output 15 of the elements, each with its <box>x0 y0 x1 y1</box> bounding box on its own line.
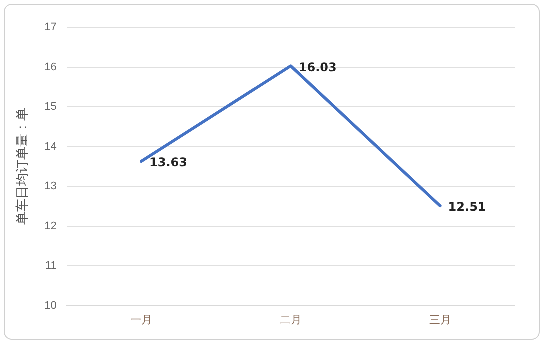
y-tick-label: 11 <box>45 260 57 272</box>
y-tick-label: 13 <box>44 180 57 193</box>
x-tick-label: 二月 <box>280 314 302 326</box>
y-tick-label: 14 <box>44 140 57 153</box>
y-tick-label: 17 <box>44 22 57 34</box>
y-tick-label: 10 <box>44 300 57 312</box>
y-tick-label: 15 <box>44 101 57 114</box>
y-axis-title: 单车日均订单量：单 <box>14 108 30 226</box>
data-label: 13.63 <box>150 156 188 170</box>
data-label: 16.03 <box>298 60 337 74</box>
x-tick-label: 三月 <box>429 314 452 326</box>
y-tick-label: 16 <box>44 61 57 74</box>
y-tick-label: 12 <box>44 220 57 232</box>
data-label: 12.51 <box>448 200 486 214</box>
x-tick-label: 一月 <box>130 314 153 326</box>
